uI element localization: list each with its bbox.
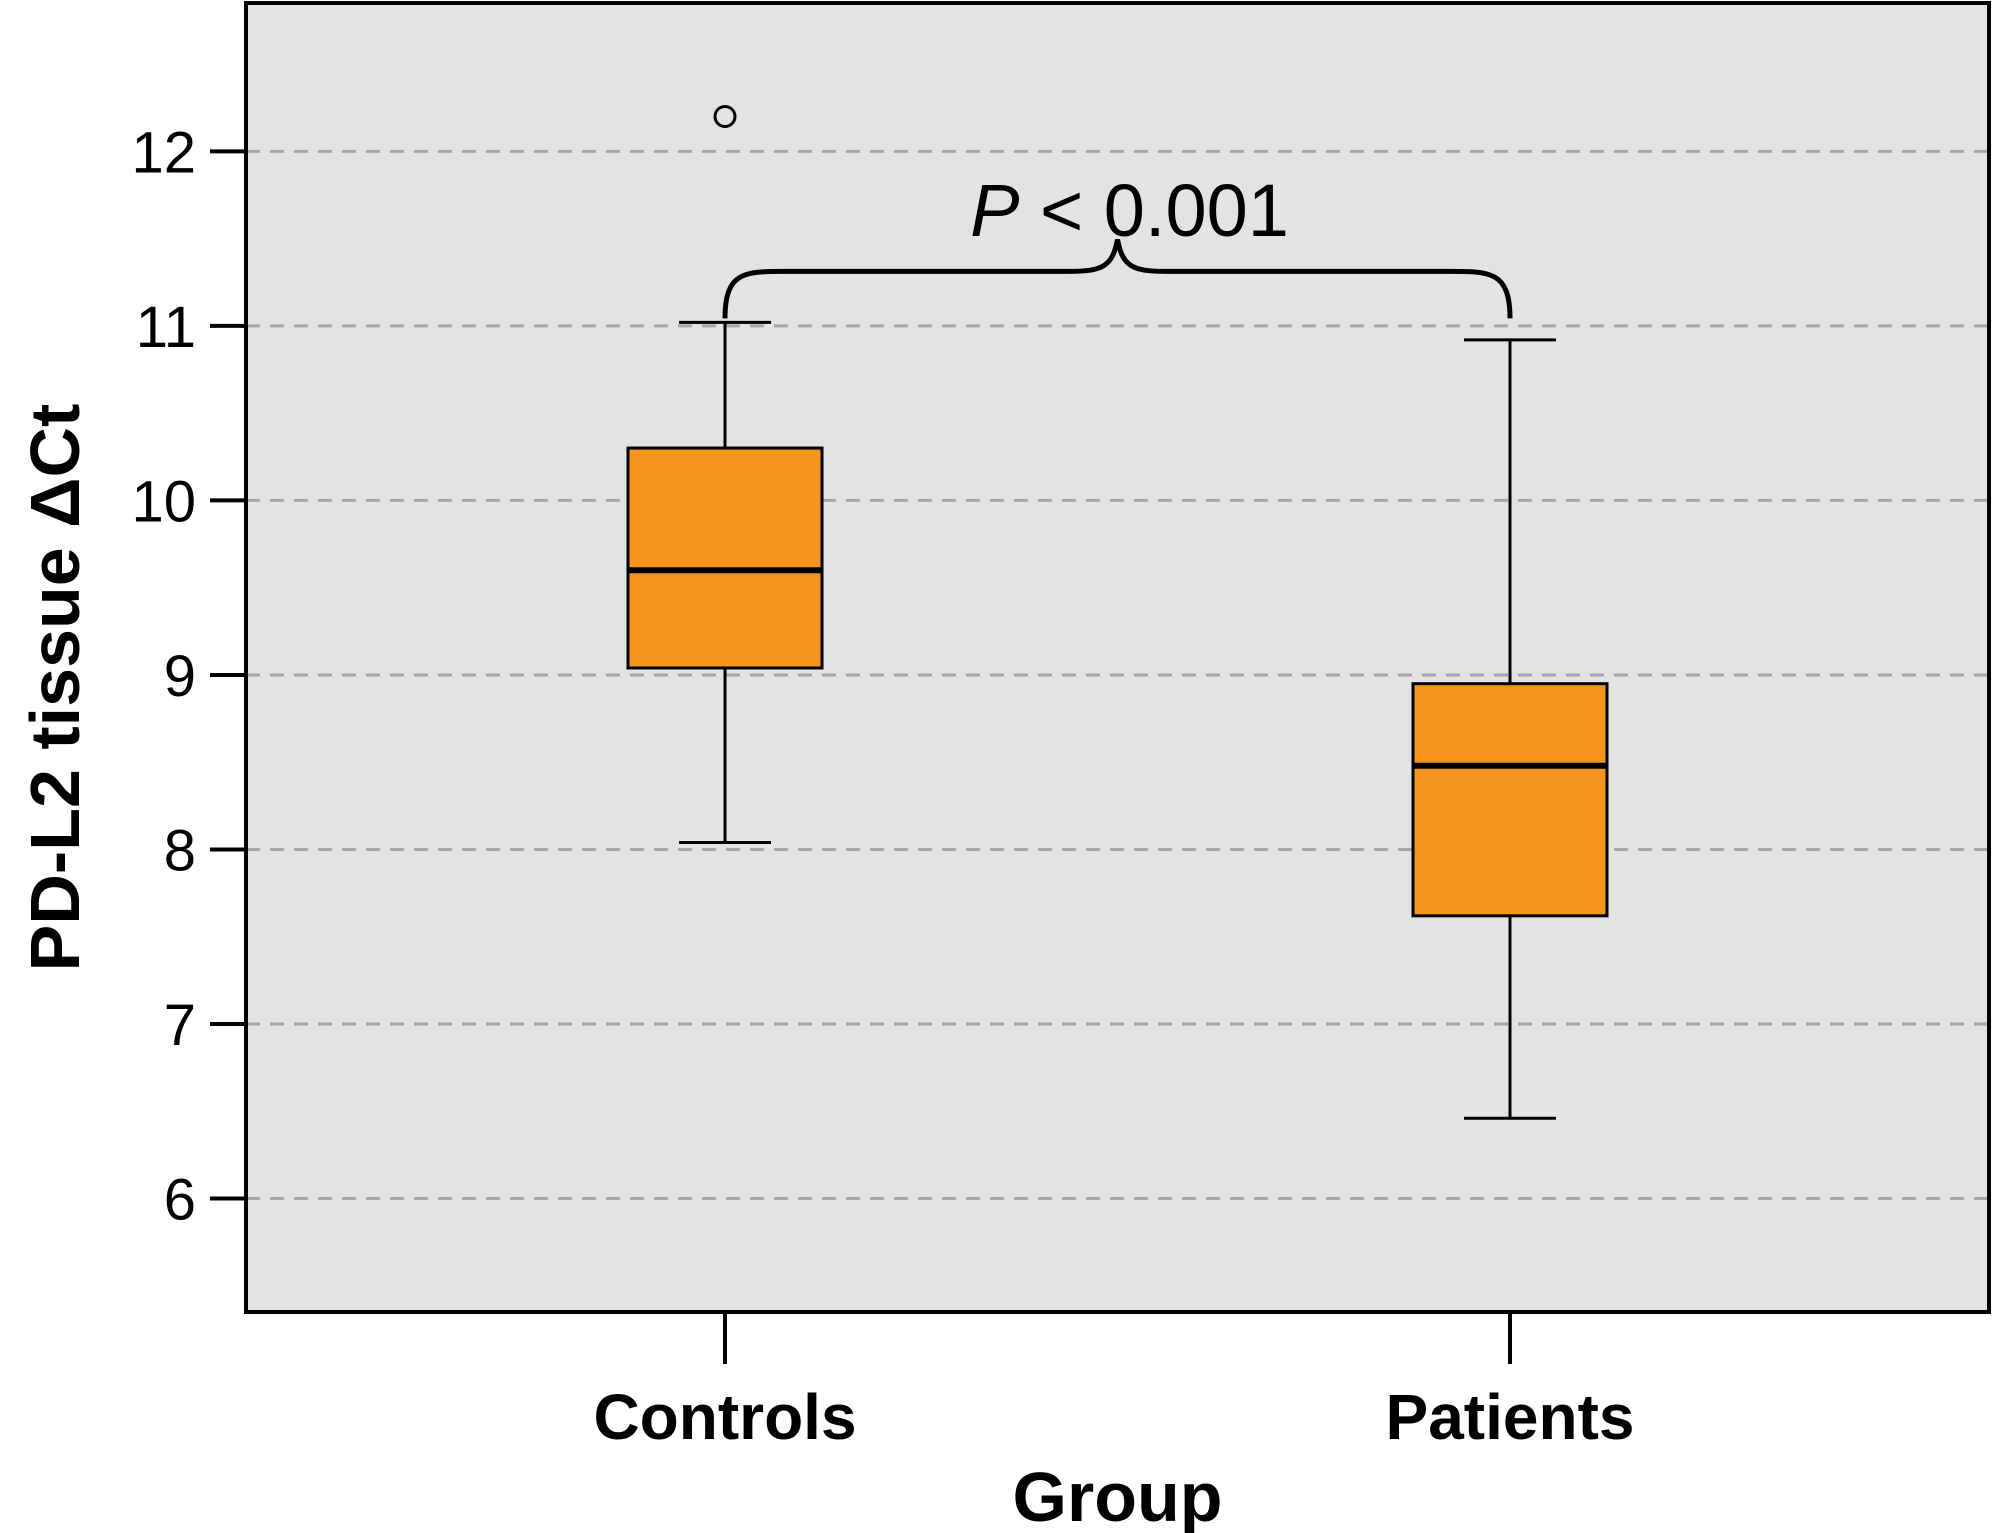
y-tick-label: 8 (164, 818, 196, 883)
box-iqr (626, 446, 824, 670)
x-axis-title: Group (1013, 1458, 1223, 1533)
boxes (626, 104, 1609, 1120)
y-tick-label: 11 (136, 295, 196, 360)
y-tick-label: 7 (164, 993, 196, 1058)
x-axis-ticks: Controls Patients (593, 1312, 1634, 1453)
box-iqr (1411, 682, 1609, 918)
p-value-text: < 0.001 (1019, 169, 1289, 252)
y-tick-label: 9 (164, 644, 196, 709)
box-group (626, 104, 824, 845)
significance-annotation: P < 0.001 (722, 169, 1513, 319)
y-tick-label: 12 (131, 120, 196, 185)
gridlines (246, 149, 1989, 1201)
plot-frame (244, 1, 1991, 1314)
x-tick-label: Patients (1386, 1381, 1635, 1453)
y-tick-label: 6 (164, 1168, 196, 1233)
outlier-point (713, 104, 737, 128)
plot-area (246, 3, 1989, 1312)
y-axis-ticks: 6 7 8 9 10 11 12 (131, 120, 246, 1233)
box-group (1411, 338, 1609, 1120)
p-symbol: P (970, 169, 1019, 252)
y-axis-title: PD-L2 tissue ΔCt (16, 404, 94, 972)
p-value-label: P < 0.001 (970, 169, 1289, 252)
y-tick-label: 10 (131, 469, 196, 534)
x-tick-label: Controls (593, 1381, 856, 1453)
significance-brace (722, 238, 1513, 319)
